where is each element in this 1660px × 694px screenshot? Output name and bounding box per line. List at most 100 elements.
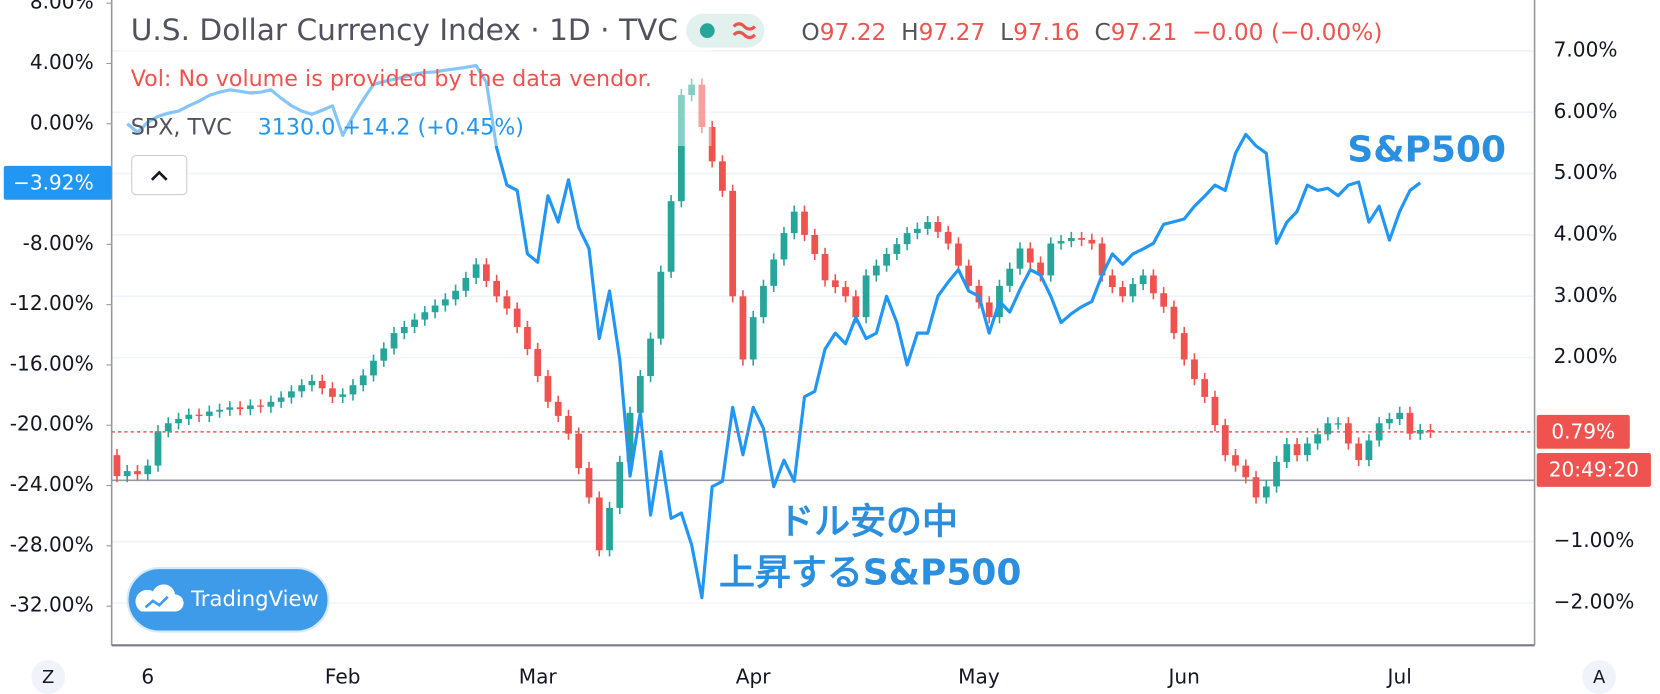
price-label: −3.92% [13, 170, 94, 194]
y-tick-label: -16.00% [10, 351, 94, 375]
control-left[interactable] [31, 660, 66, 694]
ohlc-value: 97.22 [820, 18, 887, 45]
candle-body [359, 375, 367, 386]
candle-body [1047, 243, 1055, 276]
y2-tick-label: −1.00% [1554, 528, 1635, 552]
candle-body [780, 233, 788, 260]
candle-body [647, 338, 654, 377]
candle-body [790, 211, 798, 234]
candle-body [441, 299, 449, 306]
candle-body [760, 285, 767, 318]
candle-body [565, 415, 572, 434]
y-tick-label: -28.00% [10, 532, 94, 556]
candle-body [801, 211, 808, 235]
candle-body [985, 302, 993, 318]
candle-body [288, 391, 295, 398]
y2-tick-label: 7.00% [1554, 37, 1618, 61]
candle-body [667, 201, 675, 272]
candle-body [1427, 430, 1434, 432]
candle-body [770, 259, 778, 286]
candle-body [636, 376, 644, 413]
candle-body [606, 507, 613, 551]
candle-body [1180, 333, 1188, 360]
branding-badge[interactable]: TradingView [126, 567, 330, 633]
candle-body [205, 411, 213, 416]
ohlc-key: O [801, 18, 819, 45]
candle-body [370, 360, 377, 376]
candle-body [913, 228, 921, 234]
candle-body [811, 234, 819, 254]
candle-body [318, 380, 326, 389]
y-tick-label: -24.00% [10, 472, 94, 496]
candle-body [575, 433, 583, 469]
candle-body [1150, 275, 1157, 294]
candle-body [1334, 423, 1342, 425]
ohlc-value: 97.27 [919, 18, 986, 45]
candle-body [1160, 293, 1168, 307]
candle-body [277, 397, 285, 402]
candle-body [862, 275, 870, 318]
collapse-button-box[interactable] [131, 154, 188, 196]
candle-body [698, 84, 706, 127]
candle-body [903, 233, 911, 245]
candle-body [965, 265, 973, 286]
series-legend-value: 3130.0 +14.2 (+0.45%) [258, 115, 524, 141]
x-tick-label: Mar [519, 665, 558, 689]
candle-body [595, 497, 603, 551]
candle-body [1078, 238, 1085, 240]
candle-body [298, 385, 306, 392]
candle-body [739, 296, 747, 360]
candle-body [1006, 268, 1014, 286]
legend-backdrop [119, 4, 712, 146]
candle-body [1211, 396, 1219, 426]
y-tick-label: 8.00% [30, 0, 94, 14]
candle-body [842, 287, 849, 297]
control-right-label[interactable]: A [1593, 667, 1606, 688]
candle-body [955, 243, 962, 266]
candle-body [1088, 239, 1096, 244]
ohlc-key: C [1094, 18, 1110, 45]
candle-body [872, 265, 880, 276]
candle-body [462, 277, 470, 291]
branding-bg[interactable] [126, 567, 330, 633]
candle-body [1386, 418, 1393, 424]
candle-body [226, 407, 234, 410]
candle-body [1016, 248, 1024, 269]
x-tick-label: Apr [736, 665, 772, 689]
control-right[interactable] [1582, 660, 1617, 694]
candle-body [236, 407, 244, 410]
collapse-button[interactable] [131, 154, 188, 196]
ohlc-key: H [901, 18, 919, 45]
x-tick-label: Jul [1386, 665, 1412, 689]
y2-tick-label: 3.00% [1554, 283, 1618, 307]
y2-tick-label: 5.00% [1554, 160, 1618, 184]
series-legend-name: SPX, TVC [131, 115, 232, 141]
candle-body [821, 253, 829, 281]
candle-body [626, 412, 634, 462]
candle-body [524, 326, 531, 350]
candle-body [534, 349, 542, 377]
candle-body [144, 465, 152, 475]
candle-body [1375, 423, 1383, 441]
candle-body [1129, 284, 1137, 297]
control-left-label[interactable]: Z [42, 667, 54, 688]
candle-body [1170, 306, 1178, 334]
annotation: S&P500 [1347, 129, 1506, 170]
price-labels: 0.79% 20:49:20 −3.92% [3, 165, 1651, 487]
candle-body [893, 244, 901, 254]
y2-tick-label: −2.00% [1554, 590, 1635, 614]
candle-body [400, 326, 408, 334]
candle-body [975, 285, 983, 303]
y-tick-label: -12.00% [10, 291, 94, 315]
candle-body [831, 280, 839, 288]
candle-body [1057, 241, 1065, 244]
candle-body [616, 461, 624, 508]
candle-body [1355, 443, 1363, 461]
candle-body [1067, 238, 1075, 242]
candle-body [1262, 486, 1270, 498]
price-label-bg [3, 165, 112, 200]
candle-body [113, 455, 121, 477]
y-tick-label: -8.00% [23, 231, 94, 255]
x-tick-label: 6 [141, 665, 154, 689]
